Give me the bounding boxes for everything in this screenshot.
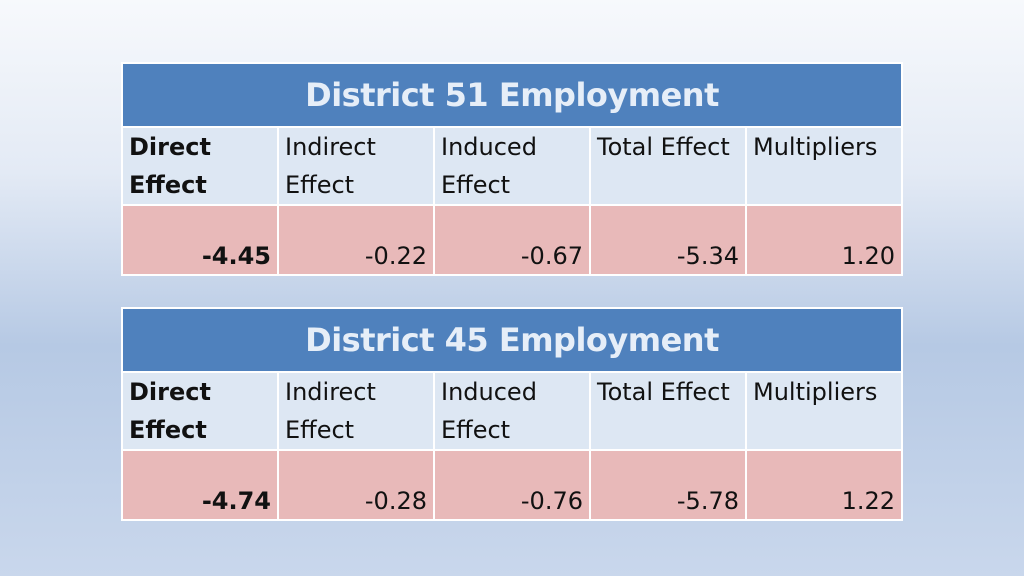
header-line: Effect (129, 171, 207, 199)
header-line: Effect (285, 416, 355, 444)
header-total-effect: Total Effect (589, 126, 747, 206)
value-induced-effect: -0.76 (433, 449, 591, 521)
header-line: Induced (441, 133, 537, 161)
value-multipliers: 1.22 (745, 449, 903, 521)
header-indirect-effect: Indirect Effect (277, 371, 435, 451)
header-direct-effect: Direct Effect (121, 371, 279, 451)
table-title: District 45 Employment (121, 307, 903, 373)
table-title: District 51 Employment (121, 62, 903, 128)
header-line: Multipliers (753, 378, 878, 406)
table-header-row: Direct Effect Indirect Effect Induced Ef… (121, 371, 903, 451)
value-indirect-effect: -0.22 (277, 204, 435, 276)
table-value-row: -4.74 -0.28 -0.76 -5.78 1.22 (121, 449, 903, 521)
value-direct-effect: -4.74 (121, 449, 279, 521)
header-line: Direct (129, 133, 211, 161)
value-indirect-effect: -0.28 (277, 449, 435, 521)
header-line: Induced (441, 378, 537, 406)
header-direct-effect: Direct Effect (121, 126, 279, 206)
header-line: Total Effect (597, 133, 730, 161)
table-title-row: District 51 Employment (121, 62, 903, 128)
header-line: Effect (441, 416, 511, 444)
district-51-table: District 51 Employment Direct Effect Ind… (121, 62, 903, 276)
header-indirect-effect: Indirect Effect (277, 126, 435, 206)
table-value-row: -4.45 -0.22 -0.67 -5.34 1.20 (121, 204, 903, 276)
header-line: Multipliers (753, 133, 878, 161)
header-line: Indirect (285, 378, 376, 406)
header-induced-effect: Induced Effect (433, 126, 591, 206)
header-induced-effect: Induced Effect (433, 371, 591, 451)
district-45-table: District 45 Employment Direct Effect Ind… (121, 307, 903, 521)
value-total-effect: -5.34 (589, 204, 747, 276)
value-direct-effect: -4.45 (121, 204, 279, 276)
value-multipliers: 1.20 (745, 204, 903, 276)
value-total-effect: -5.78 (589, 449, 747, 521)
header-line: Effect (285, 171, 355, 199)
table-header-row: Direct Effect Indirect Effect Induced Ef… (121, 126, 903, 206)
header-multipliers: Multipliers (745, 371, 903, 451)
header-line: Indirect (285, 133, 376, 161)
header-line: Direct (129, 378, 211, 406)
header-line: Total Effect (597, 378, 730, 406)
header-line: Effect (129, 416, 207, 444)
table-title-row: District 45 Employment (121, 307, 903, 373)
header-line: Effect (441, 171, 511, 199)
header-multipliers: Multipliers (745, 126, 903, 206)
header-total-effect: Total Effect (589, 371, 747, 451)
value-induced-effect: -0.67 (433, 204, 591, 276)
